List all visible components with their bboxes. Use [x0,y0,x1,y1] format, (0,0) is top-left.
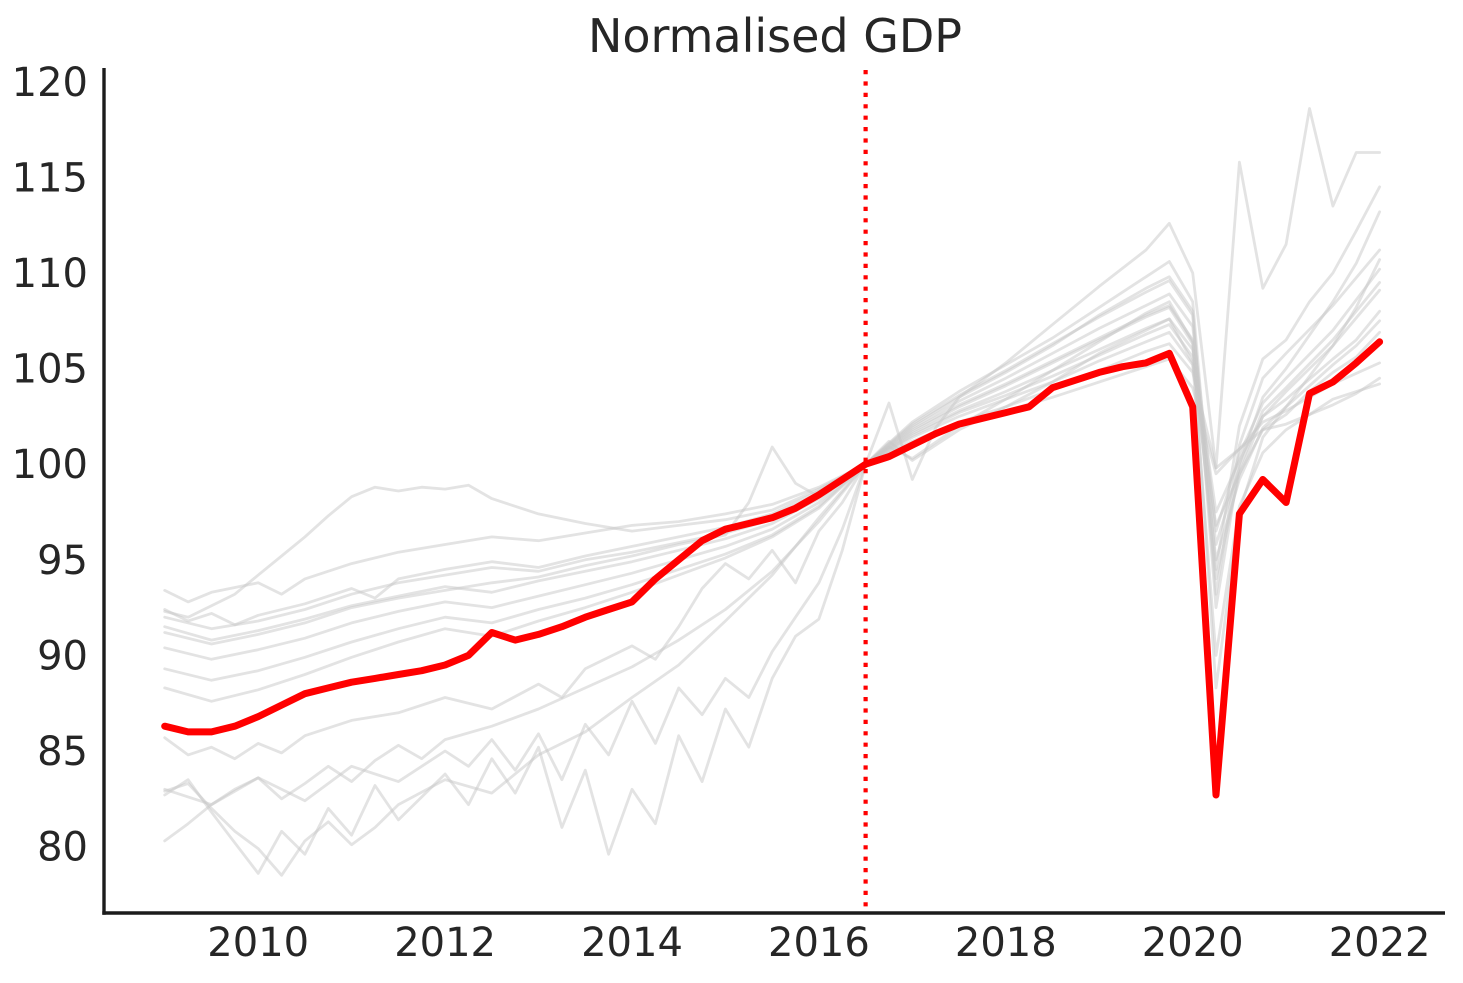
x-tick-label: 2022 [1329,920,1431,966]
gray-series-line-gray-4 [163,248,1381,843]
y-tick-label: 105 [12,347,88,393]
gray-series-line-gray-7 [163,342,1381,604]
highlighted-gdp-line [161,338,1384,799]
x-tick-label: 2018 [955,920,1057,966]
highlight-series-group [161,338,1384,799]
y-axis-tick-labels: 80 85 90 95 100 105 110 115 120 [12,60,88,871]
y-tick-label: 95 [37,538,88,584]
y-tick-label: 115 [12,155,88,201]
x-tick-label: 2012 [394,920,496,966]
x-tick-label: 2010 [207,920,309,966]
y-tick-label: 80 [37,825,88,871]
y-tick-label: 120 [12,60,88,106]
x-tick-label: 2014 [581,920,683,966]
y-tick-label: 85 [37,729,88,775]
y-tick-label: 110 [12,251,88,297]
y-tick-label: 90 [37,633,88,679]
y-tick-label: 100 [12,442,88,488]
x-tick-label: 2020 [1142,920,1244,966]
gray-series-line-gray-13 [163,357,1381,627]
x-tick-label: 2016 [768,920,870,966]
gray-series-line-gray-3 [163,185,1381,877]
x-axis-tick-labels: 2010 2012 2014 2016 2018 2020 2022 [207,920,1430,966]
axis-spines [102,68,1445,915]
chart-title: Normalised GDP [588,9,962,63]
